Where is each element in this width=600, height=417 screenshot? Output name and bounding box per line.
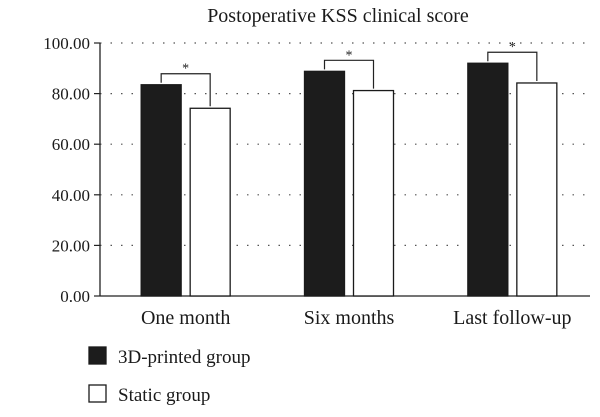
significance-bracket	[160, 73, 211, 107]
y-tick-label: 40.00	[52, 186, 90, 205]
x-axis-labels: One month Six months Last follow-up	[141, 307, 572, 329]
y-tick-label: 20.00	[52, 236, 90, 255]
bars	[140, 62, 558, 297]
bar	[516, 82, 558, 297]
x-tick-label: Six months	[304, 307, 395, 329]
bar	[189, 107, 231, 297]
bar	[303, 70, 346, 297]
legend-swatch	[88, 384, 107, 403]
y-tick-label: 80.00	[52, 85, 90, 104]
legend: 3D-printed group Static group	[88, 346, 250, 406]
bar	[352, 89, 395, 297]
legend-swatch	[88, 346, 107, 365]
y-tick-label: 60.00	[52, 135, 90, 154]
y-tick-label: 100.00	[43, 34, 90, 53]
chart-title: Postoperative KSS clinical score	[207, 5, 469, 27]
bar	[467, 62, 509, 297]
significance-bracket	[487, 51, 538, 81]
legend-label: 3D-printed group	[118, 347, 250, 368]
bar	[140, 84, 182, 297]
significance-marker: *	[346, 48, 353, 63]
x-tick-label: One month	[141, 307, 230, 329]
significance-bracket	[323, 59, 375, 89]
significance-marker: *	[182, 62, 189, 77]
y-axis-ticks: 0.00 20.00 40.00 60.00 80.00 100.00	[43, 34, 100, 306]
legend-label: Static group	[118, 385, 210, 406]
y-tick-label: 0.00	[60, 287, 90, 306]
x-tick-label: Last follow-up	[453, 307, 571, 329]
significance-marker: *	[509, 40, 516, 55]
significance-brackets: * * *	[160, 40, 538, 107]
